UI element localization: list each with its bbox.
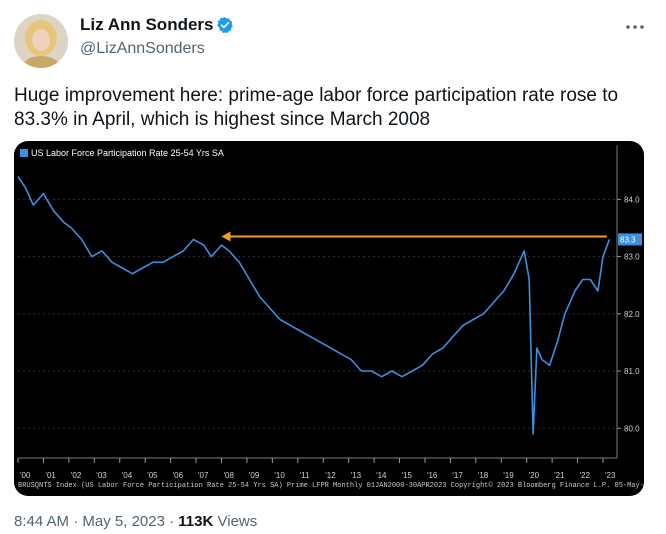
x-tick-label: '16 — [427, 471, 438, 480]
tweet-meta: 8:44 AM · May 5, 2023 · 113K Views — [14, 512, 257, 532]
more-options-button[interactable] — [620, 14, 650, 40]
tweet-text: Huge improvement here: prime-age labor f… — [14, 85, 619, 130]
line-chart: 84.0 83.0 82.0 81.0 80.0 '00 '01 '02 '03 '04 '05 '0… — [17, 145, 642, 480]
chart-image[interactable]: 84.0 83.0 82.0 81.0 80.0 '00 '01 '02 '03 '04 '05 '0… — [14, 141, 644, 496]
x-tick-label: '20 — [529, 471, 540, 480]
meta-separator: · — [169, 513, 175, 530]
x-tick-label: '09 — [249, 471, 260, 480]
last-value-tag — [618, 233, 642, 246]
x-tick-label: '18 — [478, 471, 489, 480]
x-tick-label: '22 — [580, 471, 591, 480]
views-count: 113K — [178, 513, 214, 530]
chart-legend: US Labor Force Participation Rate 25-54 … — [20, 148, 224, 158]
x-tick-label: '14 — [376, 471, 387, 480]
user-handle[interactable]: @LizAnnSonders — [80, 40, 205, 57]
y-tick-label: 84.0 — [624, 195, 640, 204]
legend-label: US Labor Force Participation Rate 25-54 … — [31, 148, 224, 158]
meta-separator: · — [73, 513, 79, 530]
x-tick-label: '06 — [173, 471, 184, 480]
x-tick-label: '01 — [45, 471, 56, 480]
x-tick-label: '21 — [554, 471, 565, 480]
views-label: Views — [217, 513, 258, 530]
x-tick-label: '23 — [605, 471, 616, 480]
x-tick-label: '03 — [96, 471, 107, 480]
more-horizontal-icon — [626, 25, 644, 29]
y-tick-label: 83.0 — [624, 253, 640, 262]
x-tick-label: '08 — [223, 471, 234, 480]
x-tick-label: '05 — [147, 471, 158, 480]
legend-swatch — [20, 149, 28, 157]
chart-source-footer: BRUSQNTS Index (US Labor Force Participa… — [18, 482, 644, 490]
last-value-label: 83.3 — [620, 235, 636, 244]
x-tick-label: '15 — [402, 471, 413, 480]
x-tick-label: '17 — [452, 471, 463, 480]
annotation-arrowhead — [221, 231, 231, 242]
display-name[interactable]: Liz Ann Sonders — [80, 15, 214, 34]
x-tick-label: '12 — [325, 471, 336, 480]
y-tick-label: 80.0 — [624, 424, 640, 433]
x-tick-label: '13 — [351, 471, 362, 480]
x-tick-label: '00 — [20, 471, 31, 480]
x-tick-label: '02 — [71, 471, 82, 480]
x-tick-label: '19 — [503, 471, 514, 480]
avatar[interactable] — [14, 14, 68, 68]
x-tick-label: '04 — [122, 471, 133, 480]
verified-badge-icon — [217, 17, 233, 34]
x-tick-label: '10 — [274, 471, 285, 480]
series-line — [17, 176, 611, 435]
y-tick-label: 82.0 — [624, 310, 640, 319]
tweet-date[interactable]: May 5, 2023 — [82, 513, 165, 530]
x-tick-label: '07 — [198, 471, 209, 480]
y-tick-label: 81.0 — [624, 367, 640, 376]
x-tick-label: '11 — [300, 471, 310, 480]
tweet-time[interactable]: 8:44 AM — [14, 513, 70, 530]
